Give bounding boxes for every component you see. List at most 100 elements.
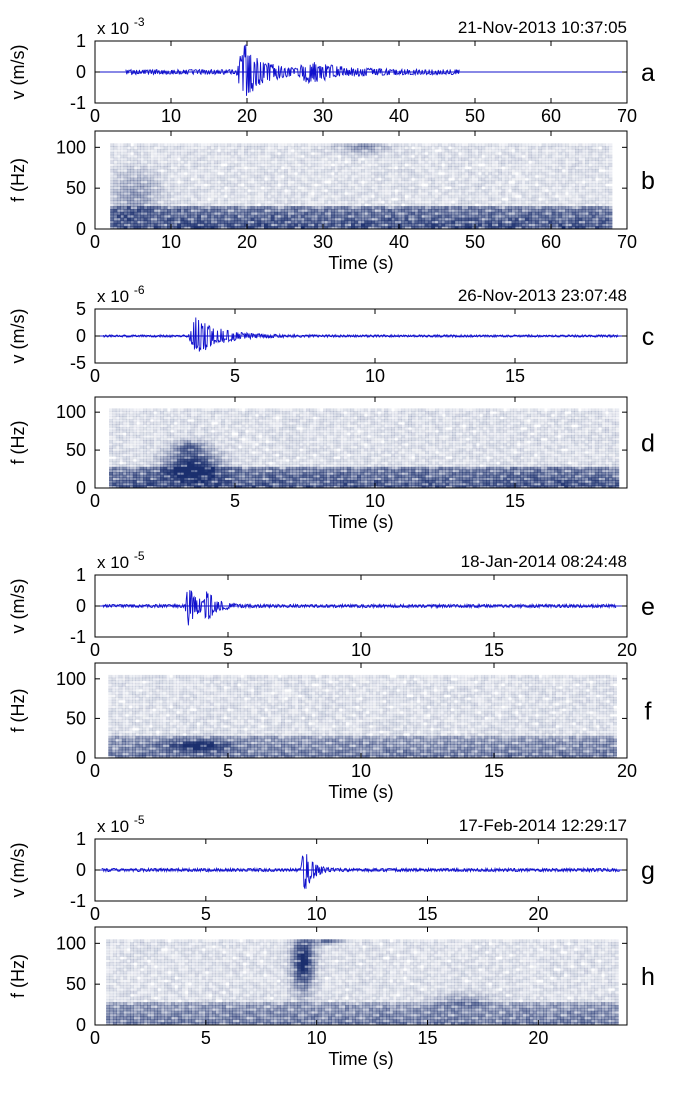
y-tick-label: -1 <box>70 891 86 911</box>
x-axis-label: Time (s) <box>328 253 393 273</box>
x-tick-label: 0 <box>90 491 100 511</box>
x-tick-label: 40 <box>389 232 409 252</box>
x-tick-label: 70 <box>617 106 637 126</box>
x-tick-label: 5 <box>201 904 211 924</box>
x-tick-label: 10 <box>161 106 181 126</box>
x-tick-label: 30 <box>313 106 333 126</box>
spectrogram-panel-h: 0 5 10 15 20 0 50 100 f (Hz) h Time (s) <box>8 926 655 1069</box>
y-tick-label: 0 <box>76 62 86 82</box>
x-tick-label: 0 <box>90 1028 100 1048</box>
x-tick-label: 15 <box>417 904 437 924</box>
y-scale-factor: x 10 -6 <box>97 283 145 306</box>
y-axis-label: v (m/s) <box>8 309 28 364</box>
x-tick-label: 5 <box>230 366 240 386</box>
x-tick-label: 15 <box>505 366 525 386</box>
x-tick-label: 10 <box>351 640 371 660</box>
y-tick-label: 0 <box>76 478 86 498</box>
event-timestamp: 18-Jan-2014 08:24:48 <box>461 552 627 571</box>
y-tick-label: 0 <box>76 596 86 616</box>
x-tick-label: 5 <box>201 1028 211 1048</box>
y-tick-label: 50 <box>66 974 86 994</box>
panel-label: g <box>641 857 655 885</box>
y-tick-label: 100 <box>56 137 86 157</box>
spectrogram-panel-f: 0 5 10 15 20 0 50 100 f (Hz) f Time (s) <box>8 662 652 802</box>
y-tick-label: 1 <box>76 565 86 585</box>
y-axis-label: f (Hz) <box>8 954 28 998</box>
x-tick-label: 50 <box>465 106 485 126</box>
spectrogram-cells <box>106 939 619 1025</box>
x-tick-label: 0 <box>90 761 100 781</box>
x-tick-label: 40 <box>389 106 409 126</box>
x-tick-label: 15 <box>484 640 504 660</box>
event-timestamp: 17-Feb-2014 12:29:17 <box>459 816 627 835</box>
x-tick-label: 50 <box>465 232 485 252</box>
waveform-trace <box>101 854 620 890</box>
y-tick-label: 100 <box>56 933 86 953</box>
x-tick-label: 20 <box>237 106 257 126</box>
x-tick-label: 20 <box>528 904 548 924</box>
panel-label: f <box>645 698 652 726</box>
y-tick-label: -5 <box>70 353 86 373</box>
y-tick-label: 1 <box>76 31 86 51</box>
y-axis-label: v (m/s) <box>8 45 28 100</box>
x-tick-label: 10 <box>161 232 181 252</box>
panel-label: b <box>641 167 655 195</box>
x-tick-label: 15 <box>505 491 525 511</box>
spectrogram-panel-d: 0 5 10 15 0 50 100 f (Hz) d Time (s) <box>8 396 655 532</box>
x-tick-label: 5 <box>223 640 233 660</box>
spectrogram-cells <box>110 143 613 229</box>
y-scale-factor: x 10 -3 <box>97 15 145 38</box>
x-tick-label: 15 <box>484 761 504 781</box>
waveform-trace <box>102 590 617 626</box>
y-tick-label: 50 <box>66 440 86 460</box>
event-timestamp: 26-Nov-2013 23:07:48 <box>458 286 627 305</box>
plot-frame <box>94 396 628 489</box>
y-axis-label: f (Hz) <box>8 158 28 202</box>
panel-label: e <box>641 593 655 621</box>
x-tick-label: 5 <box>223 761 233 781</box>
y-axis-label: f (Hz) <box>8 689 28 733</box>
x-tick-label: 60 <box>541 232 561 252</box>
x-tick-label: 20 <box>617 640 637 660</box>
x-tick-label: 30 <box>313 232 333 252</box>
y-tick-label: -1 <box>70 627 86 647</box>
panel-label: a <box>641 59 655 87</box>
x-tick-label: 0 <box>90 904 100 924</box>
y-tick-label: 0 <box>76 219 86 239</box>
plot-frame <box>94 926 628 1026</box>
waveform-trace <box>102 317 619 352</box>
y-axis-label: v (m/s) <box>8 579 28 634</box>
spectrogram-cells <box>108 674 617 758</box>
x-tick-label: 20 <box>237 232 257 252</box>
y-axis-label: f (Hz) <box>8 421 28 465</box>
plot-frame <box>94 130 628 230</box>
x-tick-label: 0 <box>90 232 100 252</box>
x-tick-label: 10 <box>365 491 385 511</box>
x-tick-label: 10 <box>351 761 371 781</box>
x-tick-label: 20 <box>617 761 637 781</box>
waveform-trace <box>125 44 460 96</box>
panel-label: c <box>642 323 655 351</box>
x-tick-label: 0 <box>90 366 100 386</box>
x-tick-label: 10 <box>365 366 385 386</box>
y-scale-factor: x 10 -5 <box>97 549 145 572</box>
x-tick-label: 0 <box>90 106 100 126</box>
event-timestamp: 21-Nov-2013 10:37:05 <box>458 18 627 37</box>
spectrogram-cells <box>109 408 620 488</box>
x-tick-label: 5 <box>230 491 240 511</box>
x-axis-label: Time (s) <box>328 782 393 802</box>
x-tick-label: 10 <box>307 1028 327 1048</box>
x-tick-label: 10 <box>307 904 327 924</box>
y-tick-label: 0 <box>76 1015 86 1035</box>
x-axis-label: Time (s) <box>328 512 393 532</box>
y-tick-label: 0 <box>76 748 86 768</box>
y-tick-label: 100 <box>56 402 86 422</box>
y-tick-label: 50 <box>66 708 86 728</box>
y-axis-label: v (m/s) <box>8 843 28 898</box>
y-tick-label: 0 <box>76 326 86 346</box>
y-tick-label: 5 <box>76 299 86 319</box>
